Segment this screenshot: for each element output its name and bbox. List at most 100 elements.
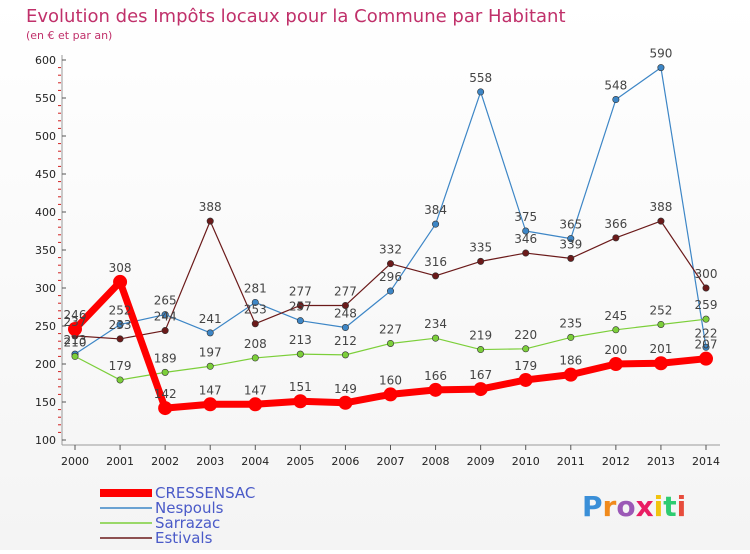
data-label: 142	[154, 387, 177, 401]
legend-label-sarrazac: Sarrazac	[155, 514, 220, 532]
data-point	[116, 335, 124, 343]
data-label: 253	[244, 303, 267, 317]
data-point	[116, 376, 124, 384]
data-point	[386, 287, 394, 295]
y-tick-label: 400	[35, 206, 56, 219]
data-labels: 246 308 142 147 147 151 149 160 166 167 179 186 200 2…	[64, 47, 718, 401]
data-point	[161, 327, 169, 335]
x-tick-label: 2001	[106, 455, 134, 468]
legend-label-cressensac: CRESSENSAC	[155, 484, 255, 502]
data-label: 300	[695, 267, 718, 281]
data-label: 241	[199, 312, 222, 326]
x-tick-label: 2009	[467, 455, 495, 468]
data-label: 234	[424, 317, 447, 331]
data-point	[251, 320, 259, 328]
data-label: 147	[199, 383, 222, 397]
data-label: 244	[154, 310, 177, 324]
data-label: 207	[695, 338, 718, 352]
data-label: 147	[244, 383, 267, 397]
x-tick-label: 2000	[61, 455, 89, 468]
data-label: 200	[604, 343, 627, 357]
data-label: 248	[334, 307, 357, 321]
data-label: 277	[289, 284, 312, 298]
data-point	[567, 254, 575, 262]
data-label: 335	[469, 240, 492, 254]
data-label: 210	[64, 335, 87, 349]
data-label: 388	[199, 200, 222, 214]
data-label: 316	[424, 255, 447, 269]
data-label: 167	[469, 368, 492, 382]
data-label: 213	[289, 333, 312, 347]
data-point	[657, 320, 665, 328]
data-label: 252	[649, 303, 672, 317]
data-point	[341, 301, 349, 309]
data-point	[473, 382, 488, 397]
data-point	[477, 257, 485, 265]
data-label: 346	[514, 232, 537, 246]
axes: 100 150 200 250 300 350 400 450 500 550 600 2000 200…	[35, 54, 720, 468]
logo-letter: o	[616, 490, 635, 523]
data-label: 558	[469, 71, 492, 85]
data-label: 212	[334, 334, 357, 348]
x-tick-label: 2002	[151, 455, 179, 468]
data-label: 220	[514, 328, 537, 342]
data-label: 166	[424, 369, 447, 383]
y-tick-label: 100	[35, 434, 56, 447]
data-label: 219	[469, 329, 492, 343]
data-label: 149	[334, 382, 357, 396]
data-point	[68, 322, 82, 337]
y-tick-label: 600	[35, 54, 56, 67]
data-label: 186	[559, 354, 582, 368]
x-tick-label: 2008	[422, 455, 450, 468]
y-tick-label: 350	[35, 244, 56, 257]
data-label: 213	[64, 333, 87, 347]
data-point	[567, 235, 575, 243]
data-label: 590	[649, 47, 672, 61]
data-label: 265	[154, 294, 177, 308]
data-label: 384	[424, 203, 447, 217]
data-label: 245	[604, 309, 627, 323]
data-label: 339	[559, 237, 582, 251]
data-point	[428, 382, 443, 397]
data-point	[248, 397, 263, 412]
logo-letter: P	[582, 490, 603, 523]
data-point	[386, 339, 394, 347]
data-label: 548	[604, 79, 627, 93]
y-tick-label: 200	[35, 358, 56, 371]
data-label: 277	[334, 284, 357, 298]
data-label: 366	[604, 217, 627, 231]
data-point	[477, 88, 485, 96]
data-label: 259	[695, 298, 718, 312]
data-label: 201	[649, 342, 672, 356]
logo-letter: i	[677, 490, 687, 523]
data-label: 179	[514, 359, 537, 373]
data-point	[612, 96, 620, 104]
x-tick-label: 2013	[647, 455, 675, 468]
data-point	[206, 217, 214, 225]
data-label: 235	[559, 316, 582, 330]
x-tick-label: 2005	[286, 455, 314, 468]
x-tick-label: 2010	[512, 455, 540, 468]
chart-subtitle: (en € et par an)	[26, 29, 112, 42]
legend-label-nespouls: Nespouls	[155, 499, 224, 517]
data-label: 296	[379, 270, 402, 284]
data-point	[518, 372, 533, 387]
y-tick-label: 550	[35, 92, 56, 105]
data-point	[203, 397, 218, 412]
x-tick-label: 2012	[602, 455, 630, 468]
x-tick-label: 2014	[692, 455, 720, 468]
data-point	[386, 260, 394, 268]
legend-label-estivals: Estivals	[155, 529, 213, 547]
data-label: 222	[695, 326, 718, 340]
data-label: 179	[109, 359, 132, 373]
data-label: 308	[109, 261, 132, 275]
logo-letter: t	[663, 490, 676, 523]
data-point	[341, 351, 349, 359]
data-point	[522, 227, 530, 235]
data-point	[383, 387, 398, 402]
data-point	[567, 333, 575, 341]
logo-letter: r	[603, 490, 617, 523]
data-label: 246	[64, 308, 87, 322]
data-point	[702, 315, 710, 323]
